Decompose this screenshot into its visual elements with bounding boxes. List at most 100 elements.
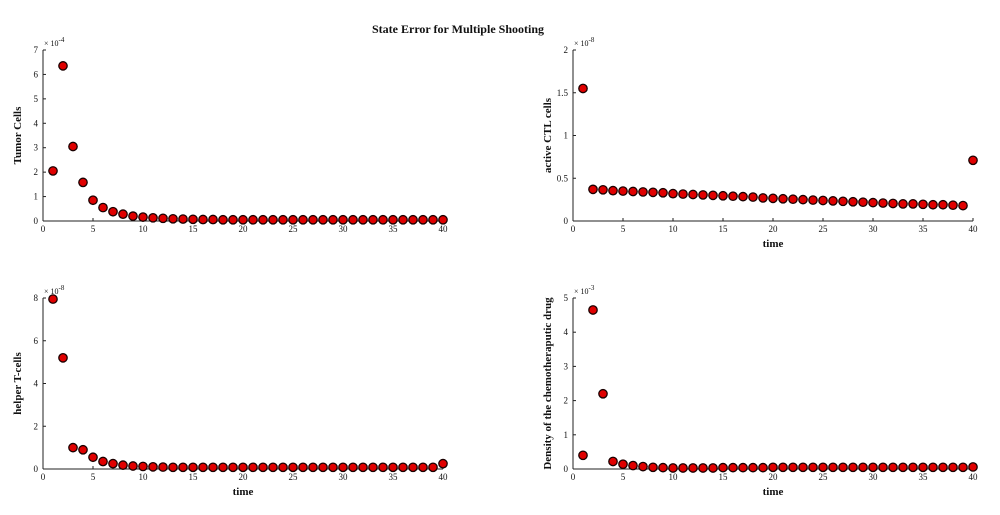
y-tick-label: 2 xyxy=(564,45,569,55)
data-point xyxy=(178,462,188,473)
data-point xyxy=(278,214,288,225)
data-point xyxy=(128,211,138,221)
y-tick-label: 5 xyxy=(564,293,569,303)
data-point xyxy=(908,199,918,209)
data-point xyxy=(968,462,978,472)
data-point xyxy=(798,194,808,205)
x-tick-label: 15 xyxy=(719,472,729,482)
y-axis-label: active CTL cells xyxy=(542,97,554,173)
data-point xyxy=(658,187,668,198)
data-point xyxy=(78,177,88,188)
y-tick-label: 4 xyxy=(564,327,569,337)
data-point xyxy=(368,214,378,225)
axis-multiplier: × 10-8 xyxy=(44,284,65,296)
data-point xyxy=(578,83,588,94)
subplot-3: 0 5 10 15 20 25 30 35 40 0 2 4 6 8 × 10-8 helper T-cell… xyxy=(12,284,448,498)
y-tick-label: 1 xyxy=(564,131,569,141)
data-point xyxy=(838,196,848,207)
data-point xyxy=(958,200,968,211)
x-tick-label: 40 xyxy=(439,472,449,482)
data-point xyxy=(688,463,698,473)
data-point xyxy=(248,462,258,473)
data-point xyxy=(208,214,218,225)
x-tick-label: 35 xyxy=(919,224,929,234)
data-point xyxy=(668,188,678,199)
data-point xyxy=(638,187,648,197)
data-point xyxy=(388,214,398,225)
y-axis-label: Tumor Cells xyxy=(12,106,24,164)
x-tick-label: 20 xyxy=(239,224,249,234)
data-point xyxy=(888,462,898,473)
x-tick-label: 5 xyxy=(91,224,96,234)
y-tick-label: 3 xyxy=(564,361,569,371)
data-point xyxy=(98,456,108,467)
y-tick-label: 3 xyxy=(34,143,39,153)
data-point xyxy=(738,191,748,202)
y-tick-label: 0.5 xyxy=(557,173,569,183)
data-point xyxy=(158,213,168,224)
y-tick-label: 8 xyxy=(34,293,39,303)
data-point xyxy=(658,462,668,473)
axis-multiplier: × 10-4 xyxy=(44,36,65,48)
data-point xyxy=(398,462,408,473)
x-tick-label: 40 xyxy=(439,224,449,234)
x-tick-label: 25 xyxy=(289,224,299,234)
data-point xyxy=(188,214,198,225)
y-tick-label: 2 xyxy=(564,396,569,406)
y-tick-label: 0 xyxy=(564,216,569,226)
data-point xyxy=(588,305,598,315)
data-point xyxy=(868,462,878,473)
data-point xyxy=(88,452,98,463)
data-point xyxy=(128,461,138,471)
subplot-4: 0 5 10 15 20 25 30 35 40 0 1 2 3 4 5 × 10-3 Density of t… xyxy=(542,284,978,498)
y-tick-label: 6 xyxy=(34,69,39,79)
data-point xyxy=(258,462,268,473)
data-point xyxy=(938,462,948,473)
data-point xyxy=(428,214,438,225)
data-point xyxy=(58,61,68,71)
data-point xyxy=(108,206,118,217)
y-tick-label: 1 xyxy=(34,192,39,202)
data-point xyxy=(358,214,368,225)
data-point xyxy=(68,141,78,152)
x-axis-label: time xyxy=(233,486,254,498)
data-point xyxy=(168,462,178,473)
x-tick-label: 40 xyxy=(969,472,979,482)
data-point xyxy=(378,462,388,473)
data-point xyxy=(108,458,118,469)
data-point xyxy=(598,184,608,195)
axis-multiplier: × 10-8 xyxy=(574,36,595,48)
data-point xyxy=(928,199,938,210)
data-point xyxy=(728,191,738,202)
x-tick-label: 15 xyxy=(719,224,729,234)
x-tick-label: 15 xyxy=(189,224,199,234)
data-point xyxy=(118,460,128,471)
data-point xyxy=(398,214,408,225)
data-point xyxy=(408,214,418,225)
data-point xyxy=(608,456,618,467)
data-point xyxy=(68,442,78,453)
data-point xyxy=(228,214,238,225)
x-tick-label: 0 xyxy=(571,472,576,482)
data-point xyxy=(338,214,348,225)
data-point xyxy=(668,463,678,473)
data-point xyxy=(818,462,828,473)
data-point xyxy=(928,462,938,473)
data-point xyxy=(678,463,688,473)
data-point xyxy=(278,462,288,473)
data-point xyxy=(758,193,768,203)
data-point xyxy=(878,462,888,473)
x-tick-label: 10 xyxy=(669,472,679,482)
data-point xyxy=(648,462,658,473)
data-point xyxy=(788,462,798,473)
data-point xyxy=(318,462,328,473)
x-tick-label: 25 xyxy=(819,472,829,482)
data-point xyxy=(428,462,438,473)
x-tick-label: 5 xyxy=(621,472,626,482)
data-point xyxy=(948,462,958,473)
data-point xyxy=(858,197,868,208)
data-point xyxy=(888,198,898,209)
data-point xyxy=(218,214,228,225)
